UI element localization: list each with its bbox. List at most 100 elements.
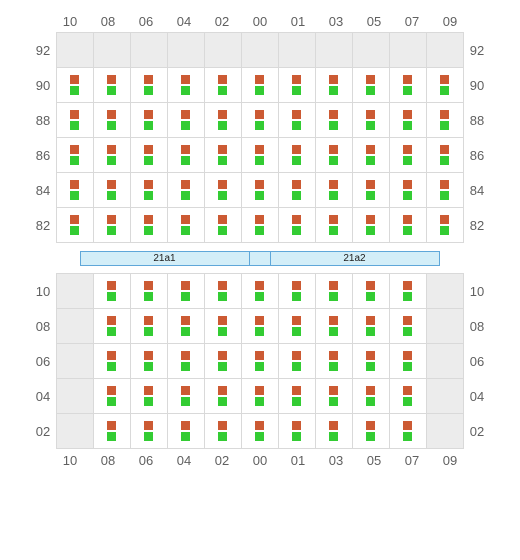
slot[interactable] [241,378,279,414]
slot[interactable] [389,137,427,173]
slot[interactable] [167,413,205,449]
slot[interactable] [426,102,464,138]
slot[interactable] [278,308,316,344]
slot[interactable] [389,273,427,309]
slot[interactable] [204,378,242,414]
slot[interactable] [167,67,205,103]
slot[interactable] [93,207,131,243]
slot[interactable] [426,137,464,173]
slot[interactable] [130,378,168,414]
slot[interactable] [204,137,242,173]
slot[interactable] [204,343,242,379]
slot[interactable] [241,343,279,379]
slot[interactable] [130,413,168,449]
slot[interactable] [204,308,242,344]
slot[interactable] [315,378,353,414]
slot[interactable] [426,207,464,243]
switch-2[interactable]: 21a2 [270,251,440,266]
slot[interactable] [352,207,390,243]
slot[interactable] [315,102,353,138]
slot[interactable] [130,67,168,103]
slot[interactable] [93,308,131,344]
slot[interactable] [278,273,316,309]
slot[interactable] [130,343,168,379]
slot[interactable] [130,207,168,243]
slot[interactable] [278,343,316,379]
slot[interactable] [204,413,242,449]
slot[interactable] [278,67,316,103]
slot[interactable] [204,273,242,309]
slot[interactable] [56,172,94,208]
slot[interactable] [167,343,205,379]
slot[interactable] [278,207,316,243]
slot[interactable] [315,413,353,449]
slot[interactable] [389,102,427,138]
slot[interactable] [56,67,94,103]
slot[interactable] [352,273,390,309]
slot[interactable] [167,172,205,208]
slot[interactable] [315,308,353,344]
slot[interactable] [352,172,390,208]
slot[interactable] [93,343,131,379]
slot[interactable] [389,207,427,243]
slot[interactable] [241,207,279,243]
slot[interactable] [93,102,131,138]
slot[interactable] [352,413,390,449]
slot[interactable] [241,137,279,173]
slot[interactable] [93,273,131,309]
slot[interactable] [56,137,94,173]
slot[interactable] [167,273,205,309]
slot[interactable] [278,102,316,138]
slot[interactable] [93,137,131,173]
slot[interactable] [241,67,279,103]
slot[interactable] [93,172,131,208]
slot[interactable] [204,172,242,208]
slot[interactable] [130,273,168,309]
slot[interactable] [426,67,464,103]
slot[interactable] [352,343,390,379]
slot[interactable] [315,207,353,243]
switch-1[interactable]: 21a1 [80,251,250,266]
slot[interactable] [241,273,279,309]
slot[interactable] [389,308,427,344]
slot[interactable] [130,308,168,344]
slot[interactable] [315,343,353,379]
slot[interactable] [130,137,168,173]
slot[interactable] [352,102,390,138]
slot[interactable] [204,67,242,103]
slot[interactable] [130,102,168,138]
slot[interactable] [315,137,353,173]
slot[interactable] [315,172,353,208]
slot[interactable] [167,308,205,344]
slot[interactable] [93,413,131,449]
slot[interactable] [352,67,390,103]
slot[interactable] [352,137,390,173]
slot[interactable] [241,172,279,208]
slot[interactable] [167,102,205,138]
slot[interactable] [352,308,390,344]
slot[interactable] [241,413,279,449]
slot[interactable] [389,378,427,414]
slot[interactable] [204,207,242,243]
slot[interactable] [389,67,427,103]
slot[interactable] [278,413,316,449]
slot[interactable] [130,172,168,208]
slot[interactable] [389,413,427,449]
slot[interactable] [389,172,427,208]
slot[interactable] [278,137,316,173]
slot[interactable] [352,378,390,414]
slot[interactable] [278,172,316,208]
slot[interactable] [315,273,353,309]
slot[interactable] [315,67,353,103]
slot[interactable] [56,102,94,138]
slot[interactable] [241,308,279,344]
slot[interactable] [56,207,94,243]
slot[interactable] [167,207,205,243]
slot[interactable] [426,172,464,208]
slot[interactable] [204,102,242,138]
slot[interactable] [167,137,205,173]
slot[interactable] [167,378,205,414]
slot[interactable] [93,378,131,414]
slot[interactable] [389,343,427,379]
slot[interactable] [278,378,316,414]
